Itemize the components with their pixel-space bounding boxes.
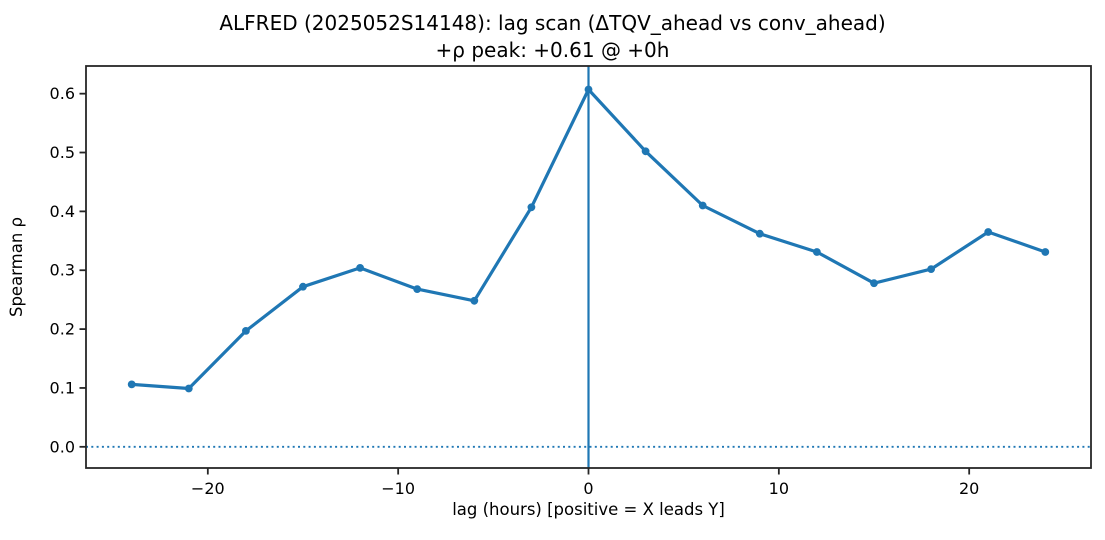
y-axis-label: Spearman ρ — [7, 217, 26, 317]
x-tick-label: −10 — [381, 479, 415, 498]
y-tick-label: 0.6 — [50, 84, 75, 103]
data-point — [127, 380, 136, 389]
chart-title: ALFRED (2025052S14148): lag scan (ΔTQV_a… — [219, 11, 885, 35]
data-point — [813, 248, 821, 256]
data-point — [984, 228, 993, 236]
data-point — [413, 285, 422, 293]
data-point — [927, 265, 935, 273]
data-point — [470, 296, 479, 305]
data-point — [184, 384, 193, 393]
x-tick-label: −20 — [191, 479, 225, 498]
x-axis-label: lag (hours) [positive = X leads Y] — [452, 500, 725, 519]
y-tick-label: 0.4 — [50, 202, 75, 221]
x-tick-label: 0 — [583, 479, 593, 498]
y-tick-label: 0.1 — [50, 378, 75, 397]
data-point — [584, 85, 593, 94]
data-point — [755, 229, 764, 238]
data-point — [698, 201, 707, 210]
y-tick-label: 0.0 — [50, 437, 75, 456]
chart-subtitle: +ρ peak: +0.61 @ +0h — [436, 38, 670, 62]
x-tick-label: 10 — [769, 479, 789, 498]
data-point — [870, 279, 878, 288]
data-point — [641, 147, 650, 156]
data-point — [242, 327, 250, 335]
data-point — [299, 282, 307, 291]
plot-area: −20 −10 0 10 20 0.0 0.1 0.2 0.3 0.4 0.5 0.6 — [50, 65, 1092, 498]
x-tick-label: 20 — [959, 479, 979, 498]
y-tick-label: 0.5 — [50, 143, 75, 162]
data-point — [1041, 248, 1050, 256]
y-tick-label: 0.2 — [50, 320, 75, 339]
y-tick-label: 0.3 — [50, 261, 75, 280]
data-point — [356, 264, 364, 272]
data-point — [527, 203, 536, 212]
